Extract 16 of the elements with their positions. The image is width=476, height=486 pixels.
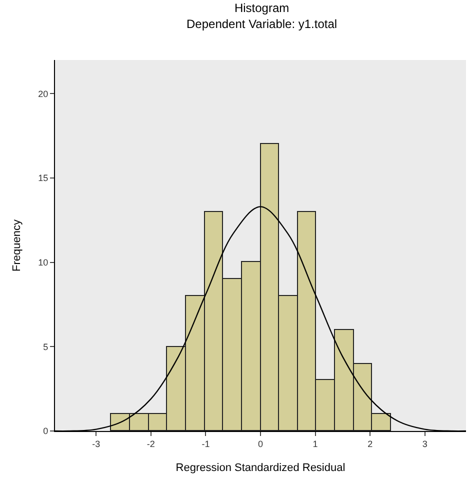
x-tick-label: -2 <box>146 438 155 449</box>
y-tick-label: 20 <box>38 88 48 99</box>
chart-subtitle: Dependent Variable: y1.total <box>186 16 338 31</box>
y-tick-label: 15 <box>38 173 48 184</box>
y-tick-label: 10 <box>38 258 48 268</box>
x-axis-title: Regression Standardized Residual <box>176 462 346 474</box>
x-tick-label: -1 <box>202 438 210 449</box>
x-tick-label: 0 <box>258 438 264 449</box>
x-tick-label: -3 <box>92 438 100 449</box>
x-tick-label: 2 <box>368 438 373 449</box>
x-tick-label: 1 <box>312 438 318 449</box>
chart-title: Histogram <box>234 1 290 16</box>
y-tick-label: 5 <box>43 342 48 352</box>
y-tick-label: 0 <box>43 426 48 436</box>
x-tick-label: 3 <box>422 438 428 449</box>
y-axis-title: Frequency <box>10 219 23 272</box>
